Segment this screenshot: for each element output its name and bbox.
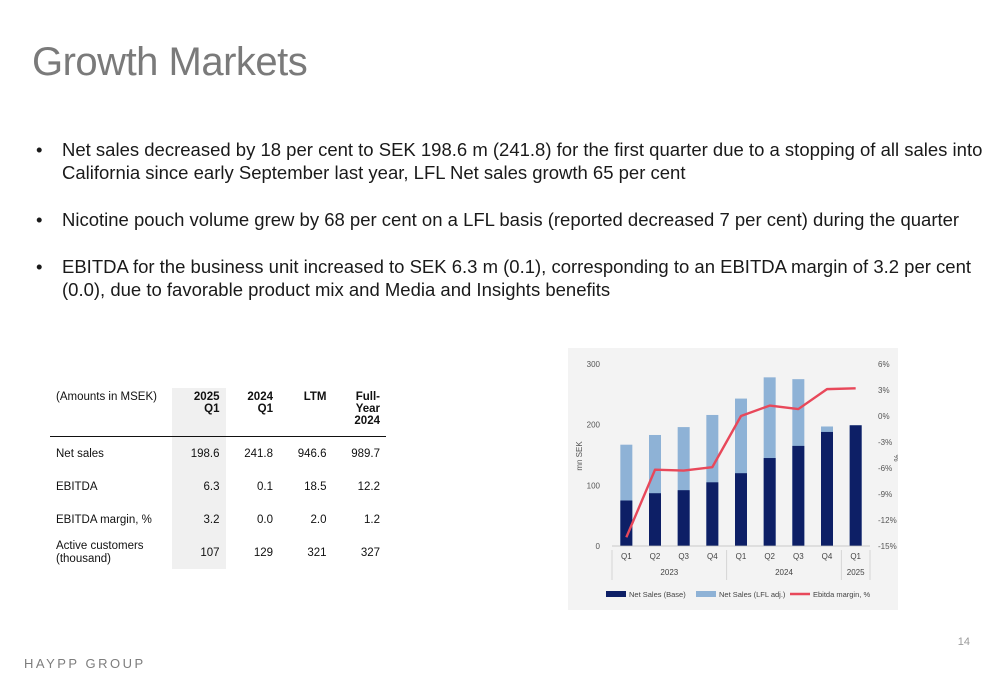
cell-value: 0.1 — [257, 480, 273, 493]
x-tick-label: Q4 — [822, 552, 833, 561]
cell-value: 107 — [172, 536, 226, 569]
bar-base — [849, 425, 862, 546]
y2-tick-label: -15% — [878, 542, 897, 551]
year-label: 2023 — [660, 568, 678, 577]
bar-base — [821, 431, 833, 546]
page-title: Growth Markets — [32, 40, 308, 84]
kpi-table: (Amounts in MSEK) 2025 Q1 2024 Q1 LTM Fu… — [50, 388, 386, 569]
x-tick-label: Q1 — [850, 552, 861, 561]
y2-tick-label: -6% — [878, 464, 892, 473]
cell-value: 327 — [360, 546, 380, 559]
bar-base — [706, 482, 719, 546]
x-tick-label: Q2 — [764, 552, 775, 561]
kpi-header-ltm: LTM — [303, 391, 327, 403]
y2-tick-label: 3% — [878, 386, 890, 395]
bar-base — [735, 473, 747, 546]
bullet-list: • Net sales decreased by 18 per cent to S… — [36, 138, 986, 325]
year-label: 2025 — [847, 568, 865, 577]
bullet-text: Net sales decreased by 18 per cent to SE… — [62, 139, 983, 183]
page-number: 14 — [957, 636, 970, 648]
year-label: 2024 — [775, 568, 793, 577]
y2-axis-title: % — [892, 454, 898, 461]
y2-tick-label: -3% — [878, 438, 892, 447]
bullet-item: • Net sales decreased by 18 per cent to S… — [36, 138, 986, 184]
y-tick-label: 0 — [596, 542, 601, 551]
row-label: Net sales — [56, 447, 104, 460]
cell-value: 989.7 — [351, 447, 380, 460]
cell-value: 2.0 — [310, 513, 327, 526]
cell-value: 0.0 — [257, 513, 273, 526]
cell-value: 241.8 — [244, 447, 273, 460]
bullet-text: Nicotine pouch volume grew by 68 per cen… — [62, 209, 960, 230]
bullet-marker: • — [36, 256, 43, 277]
table-row: EBITDA 6.3 0.1 18.5 12.2 — [50, 470, 386, 503]
cell-value: 321 — [307, 546, 327, 559]
bar-base — [677, 490, 690, 546]
cell-value: 18.5 — [304, 480, 327, 493]
x-tick-label: Q1 — [621, 552, 632, 561]
kpi-header-2024q1: 2024 Q1 — [247, 391, 273, 415]
y2-tick-label: -12% — [878, 516, 897, 525]
net-sales-chart: 0 100 200 300 6% 3% 0% -3% -6% -9% -12% -15% mn SEK%… — [568, 348, 898, 610]
legend-swatch — [606, 591, 626, 597]
row-label: EBITDA — [56, 480, 98, 493]
kpi-header-2025q1: 2025 Q1 — [172, 388, 226, 437]
bullet-marker: • — [36, 209, 43, 230]
y-axis-title: mn SEK — [575, 441, 584, 471]
cell-value: 6.3 — [172, 470, 226, 503]
bullet-item: • EBITDA for the business unit increased … — [36, 255, 986, 301]
company-logo: HAYPP GROUP — [24, 656, 146, 671]
y2-tick-label: -9% — [878, 490, 892, 499]
cell-value: 946.6 — [297, 447, 327, 460]
kpi-table-header-row: (Amounts in MSEK) 2025 Q1 2024 Q1 LTM Fu… — [50, 388, 386, 437]
table-row: Net sales 198.6 241.8 946.6 989.7 — [50, 436, 386, 470]
row-label: Active customers (thousand) — [56, 539, 144, 565]
cell-value: 198.6 — [172, 436, 226, 470]
legend-label: Net Sales (LFL adj.) — [719, 590, 786, 599]
bullet-item: • Nicotine pouch volume grew by 68 per ce… — [36, 208, 986, 231]
bar-base — [792, 445, 805, 546]
bar-base — [763, 458, 776, 546]
bar-base — [649, 493, 661, 546]
y2-tick-label: 6% — [878, 360, 890, 369]
x-tick-label: Q4 — [707, 552, 718, 561]
x-tick-label: Q3 — [793, 552, 804, 561]
chart-canvas: 0 100 200 300 6% 3% 0% -3% -6% -9% -12% -15% mn SEK%… — [575, 360, 898, 599]
y-tick-label: 100 — [587, 481, 601, 490]
bullet-text: EBITDA for the business unit increased t… — [62, 256, 972, 300]
ebitda-margin-line — [625, 387, 856, 538]
legend-swatch — [696, 591, 716, 597]
y-tick-label: 200 — [587, 421, 601, 430]
table-row: EBITDA margin, % 3.2 0.0 2.0 1.2 — [50, 503, 386, 536]
cell-value: 12.2 — [357, 480, 380, 493]
bar-base — [620, 500, 633, 546]
kpi-header-fullyear: Full- Year 2024 — [354, 391, 380, 427]
x-tick-label: Q3 — [678, 552, 689, 561]
cell-value: 3.2 — [172, 503, 226, 536]
row-label: EBITDA margin, % — [56, 513, 152, 526]
x-tick-label: Q1 — [736, 552, 747, 561]
bullet-marker: • — [36, 139, 43, 160]
legend-label: Ebitda margin, % — [813, 590, 870, 599]
table-row: Active customers (thousand) 107 129 321 … — [50, 536, 386, 569]
y2-tick-label: 0% — [878, 412, 890, 421]
cell-value: 129 — [253, 546, 273, 559]
legend-label: Net Sales (Base) — [629, 590, 686, 599]
x-tick-label: Q2 — [650, 552, 661, 561]
cell-value: 1.2 — [364, 513, 380, 526]
kpi-header-label: (Amounts in MSEK) — [56, 391, 157, 403]
y-tick-label: 300 — [587, 360, 601, 369]
